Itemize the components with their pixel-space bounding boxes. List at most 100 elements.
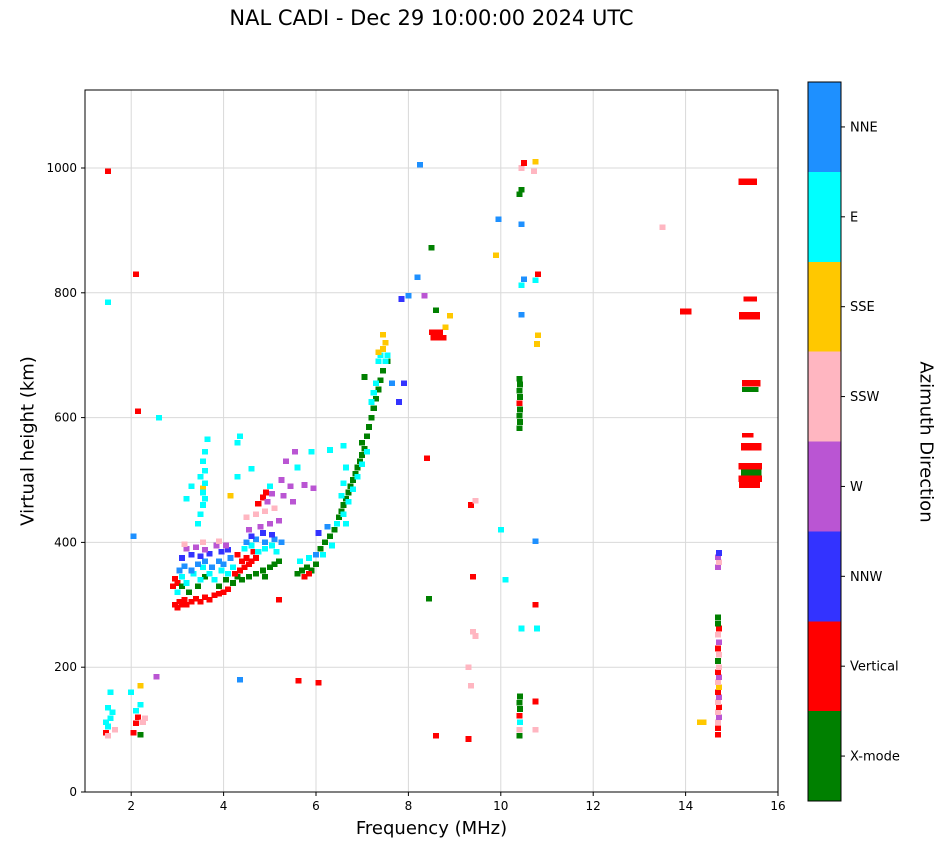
data-point — [185, 589, 192, 596]
data-point — [215, 583, 222, 589]
data-point — [197, 577, 204, 583]
data-point — [384, 352, 391, 359]
data-point — [234, 552, 241, 558]
data-point — [377, 377, 384, 383]
colorbar-tick-label: X-mode — [850, 750, 900, 765]
data-point — [465, 664, 472, 671]
data-point — [740, 469, 762, 476]
data-point — [343, 464, 350, 471]
data-point — [533, 341, 540, 347]
data-point — [176, 598, 183, 605]
data-point — [338, 508, 345, 515]
data-point — [181, 563, 188, 569]
data-point — [517, 394, 524, 400]
data-point — [222, 577, 229, 583]
data-point — [697, 719, 707, 725]
colorbar-tick-label: E — [850, 210, 858, 225]
data-point — [202, 573, 209, 580]
data-point — [183, 601, 190, 608]
data-point — [188, 483, 195, 490]
x-tick-label: 4 — [220, 799, 228, 813]
data-point — [206, 570, 213, 577]
data-point — [174, 589, 181, 596]
colorbar-label: Azimuth Direction — [915, 361, 937, 523]
data-point — [379, 331, 386, 338]
data-point — [199, 485, 206, 491]
data-point — [516, 387, 523, 394]
data-point — [363, 449, 370, 455]
data-point — [229, 564, 236, 571]
data-point — [326, 533, 333, 539]
x-tick-label: 2 — [127, 799, 135, 813]
data-point — [343, 495, 350, 502]
data-point — [202, 495, 209, 502]
data-point — [172, 601, 179, 608]
data-point — [301, 482, 308, 488]
colorbar-tick-label: SSW — [850, 390, 880, 405]
data-point — [218, 548, 225, 555]
data-point — [467, 502, 474, 508]
data-point — [174, 605, 181, 611]
y-tick-label: 0 — [69, 785, 77, 799]
data-point — [306, 555, 313, 561]
data-point — [375, 358, 382, 365]
data-point — [714, 620, 721, 627]
data-point — [204, 436, 211, 443]
data-point — [517, 406, 524, 413]
data-point — [225, 570, 232, 577]
data-point — [340, 511, 347, 518]
data-point — [310, 485, 317, 491]
data-point — [517, 719, 524, 725]
data-point — [429, 329, 444, 335]
data-point — [714, 669, 721, 675]
data-point — [361, 445, 368, 452]
data-point — [199, 502, 206, 508]
data-point — [105, 723, 112, 730]
colorbar-segment — [808, 621, 841, 712]
data-point — [202, 449, 209, 455]
data-point — [197, 474, 204, 480]
data-point — [174, 580, 181, 586]
data-point — [232, 570, 239, 577]
data-point — [179, 601, 186, 608]
data-point — [715, 694, 722, 700]
data-point — [714, 709, 721, 715]
data-point — [252, 511, 259, 518]
data-point — [107, 715, 114, 722]
data-point — [532, 601, 539, 608]
data-point — [202, 480, 209, 486]
data-point — [715, 550, 722, 556]
data-point — [278, 477, 285, 483]
y-tick-label: 200 — [54, 660, 77, 674]
data-point — [426, 595, 433, 602]
data-point — [377, 352, 384, 359]
data-point — [153, 673, 160, 680]
data-point — [105, 733, 112, 739]
data-point — [197, 511, 204, 518]
data-point — [183, 495, 190, 502]
data-point — [183, 545, 190, 552]
data-point — [257, 523, 264, 530]
data-point — [366, 424, 373, 430]
data-point — [398, 296, 405, 302]
colorbar-tick-label: NNE — [850, 120, 878, 135]
data-point — [738, 475, 762, 482]
data-point — [532, 726, 539, 733]
y-tick-label: 1000 — [46, 161, 77, 175]
data-point — [296, 558, 303, 564]
data-point — [252, 536, 259, 543]
data-point — [295, 678, 302, 684]
data-point — [363, 433, 370, 440]
data-point — [137, 731, 144, 738]
data-point — [714, 614, 721, 621]
data-point — [340, 442, 347, 449]
data-point — [269, 490, 276, 497]
data-point — [227, 492, 234, 499]
data-point — [105, 299, 112, 305]
data-point — [137, 683, 144, 689]
data-point — [338, 492, 345, 499]
data-point — [497, 527, 504, 533]
data-point — [467, 683, 474, 689]
data-point — [428, 245, 435, 251]
data-point — [266, 483, 273, 490]
